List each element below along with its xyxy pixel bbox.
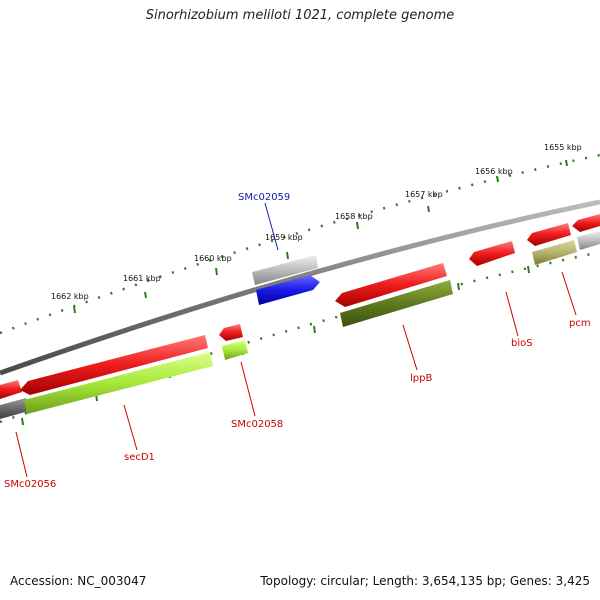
- scale-label-1655: 1655 kbp: [544, 143, 582, 152]
- feature-smc02059: [256, 275, 320, 305]
- feature-lppb-red-arrow: [335, 263, 447, 307]
- gene-label-pcm: pcm: [569, 318, 591, 329]
- scale-label-1661: 1661 kbp: [123, 274, 161, 283]
- feature-small-red: [219, 324, 243, 341]
- scale-label-1662: 1662 kbp: [51, 292, 89, 301]
- feature-upstream-red-arrow: [20, 335, 208, 395]
- gene-leader-lines: [15, 202, 577, 478]
- feature-right-red: [572, 214, 600, 232]
- gene-label-lppb: lppB: [410, 373, 432, 384]
- genome-backbone: [0, 199, 600, 376]
- feature-lppb: [340, 280, 453, 327]
- gene-label-smc02059: SMc02059: [238, 192, 290, 203]
- scale-label-1659: 1659 kbp: [265, 233, 303, 242]
- accession-text: Accession: NC_003047: [10, 574, 147, 588]
- feature-smc02056: [0, 398, 29, 419]
- scale-label-1657: 1657 kbp: [405, 190, 443, 199]
- scale-label-1658: 1658 kbp: [335, 212, 373, 221]
- feature-bios: [469, 241, 515, 266]
- feature-secd1: [24, 352, 213, 414]
- map-title: Sinorhizobium meliloti 1021, complete ge…: [145, 8, 455, 23]
- feature-right-grey: [577, 231, 600, 250]
- feature-grey-bar: [252, 255, 318, 285]
- outer-scale-ring: [0, 153, 600, 335]
- feature-red-arrow-pcm: [527, 223, 571, 246]
- scale-label-1656: 1656 kbp: [475, 167, 513, 176]
- feature-smc02058: [222, 340, 248, 360]
- gene-label-secd1: secD1: [124, 452, 155, 463]
- gene-label-smc02058: SMc02058: [231, 419, 283, 430]
- topology-text: Topology: circular; Length: 3,654,135 bp…: [260, 574, 590, 588]
- outer-scale-major-ticks: [73, 159, 568, 314]
- scale-label-1660: 1660 kbp: [194, 254, 232, 263]
- feature-smc02056-top: [0, 380, 22, 399]
- feature-pcm: [532, 240, 577, 265]
- gene-label-smc02056: SMc02056: [4, 479, 56, 490]
- gene-label-bios: bioS: [511, 338, 533, 349]
